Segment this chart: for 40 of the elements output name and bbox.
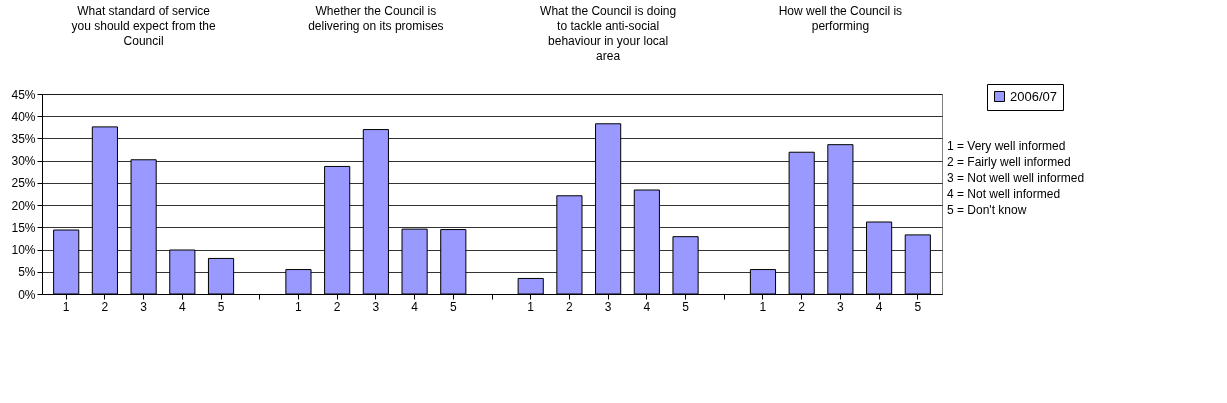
x-tick-label: 2 — [101, 299, 109, 314]
y-tick-label: 30% — [11, 154, 36, 169]
text: What standard of service you should expect from the Council — [71, 4, 216, 48]
x-tick-label: 5 — [682, 299, 690, 314]
x-tick-label: 3 — [837, 299, 845, 314]
x-tick-label: 4 — [875, 299, 883, 314]
x-tick-label: 4 — [411, 299, 419, 314]
y-tick-label: 25% — [11, 176, 36, 191]
y-tick-label: 15% — [11, 220, 36, 235]
y-tick-label: 35% — [11, 131, 36, 146]
text: 2 = Fairly well informed — [947, 155, 1071, 169]
x-tick-label: 1 — [759, 299, 767, 314]
y-tick-label: 40% — [11, 109, 36, 124]
x-tick-label: 1 — [527, 299, 535, 314]
x-tick-label: 4 — [178, 299, 186, 314]
y-tick-label: 5% — [18, 265, 36, 280]
x-tick-label: 4 — [643, 299, 651, 314]
x-tick-label: 5 — [217, 299, 225, 314]
y-tick-label: 20% — [11, 198, 36, 213]
x-tick-label: 3 — [604, 299, 612, 314]
text: 4 = Not well informed — [947, 187, 1061, 201]
x-tick-label: 3 — [140, 299, 148, 314]
text: Whether the Council is delivering on its promises — [308, 4, 444, 33]
x-tick-label: 5 — [914, 299, 922, 314]
x-tick-label: 2 — [333, 299, 341, 314]
x-tick-label: 2 — [798, 299, 806, 314]
text: How well the Council is performing — [778, 4, 903, 33]
y-tick-label: 45% — [11, 87, 36, 102]
legend-label: 2006/07 — [1010, 88, 1057, 104]
x-tick-label: 1 — [295, 299, 303, 314]
x-tick-label: 1 — [62, 299, 70, 314]
y-tick-label: 0% — [18, 287, 36, 302]
x-tick-label: 2 — [566, 299, 574, 314]
y-tick-label: 10% — [11, 243, 36, 258]
text: 3 = Not well well informed — [947, 171, 1085, 185]
x-tick-label: 5 — [449, 299, 457, 314]
text: 5 = Don't know — [947, 203, 1027, 217]
text: What the Council is doing to tackle anti-social behaviour in your local area — [540, 4, 677, 63]
x-tick-label: 3 — [372, 299, 380, 314]
text: 1 = Very well informed — [947, 139, 1066, 153]
